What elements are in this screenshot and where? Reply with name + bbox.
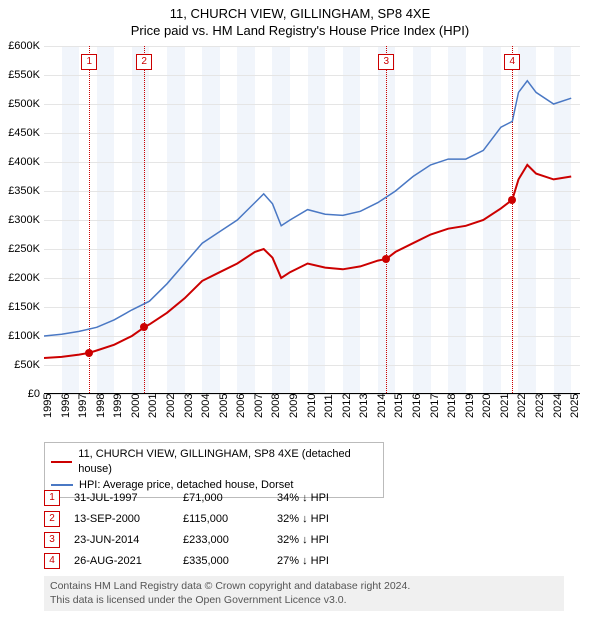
chart-y-tick-label: £300K [0,214,40,226]
chart-x-tick-label: 2007 [253,394,265,418]
attribution-line2: This data is licensed under the Open Gov… [50,594,558,608]
chart-y-tick-label: £150K [0,301,40,313]
sale-event-row-price: £71,000 [183,488,263,509]
chart-x-tick-label: 2016 [411,394,423,418]
chart-x-tick-label: 2018 [446,394,458,418]
sale-event-row: 3 23-JUN-2014 £233,000 32% ↓ HPI [44,530,464,551]
series-line-property [44,165,571,358]
sale-event-row: 1 31-JUL-1997 £71,000 34% ↓ HPI [44,488,464,509]
sale-event-row: 4 26-AUG-2021 £335,000 27% ↓ HPI [44,551,464,572]
chart-x-tick-label: 2014 [376,394,388,418]
chart-x-tick-label: 2009 [288,394,300,418]
legend-label-property: 11, CHURCH VIEW, GILLINGHAM, SP8 4XE (de… [78,447,377,478]
chart-x-tick-label: 2024 [552,394,564,418]
chart-x-tick-label: 2017 [429,394,441,418]
chart-x-tick-label: 2006 [235,394,247,418]
chart-x-tick-label: 1999 [112,394,124,418]
chart-x-tick-label: 2023 [534,394,546,418]
chart-x-tick-label: 1997 [77,394,89,418]
sale-event-row-diff: 34% ↓ HPI [277,488,329,509]
sale-event-row: 2 13-SEP-2000 £115,000 32% ↓ HPI [44,509,464,530]
sale-event-row-badge: 2 [44,511,60,527]
chart-x-tick-label: 2000 [130,394,142,418]
sale-event-row-price: £233,000 [183,530,263,551]
chart-x-tick-label: 2025 [569,394,581,418]
chart-x-tick-label: 1998 [95,394,107,418]
chart-x-tick-label: 2015 [393,394,405,418]
legend-swatch-property [51,461,72,463]
chart-y-tick-label: £550K [0,69,40,81]
chart-x-tick-label: 2004 [200,394,212,418]
sale-event-row-date: 13-SEP-2000 [74,509,169,530]
chart-x-tick-label: 2001 [147,394,159,418]
chart-title-address: 11, CHURCH VIEW, GILLINGHAM, SP8 4XE [0,6,600,23]
sale-event-row-diff: 32% ↓ HPI [277,530,329,551]
sale-event-row-price: £335,000 [183,551,263,572]
chart-x-tick-label: 2003 [183,394,195,418]
chart-x-tick-label: 2019 [464,394,476,418]
sale-event-row-date: 23-JUN-2014 [74,530,169,551]
chart-y-tick-label: £200K [0,272,40,284]
chart-plot-area: £0£50K£100K£150K£200K£250K£300K£350K£400… [44,46,580,394]
chart-x-tick-label: 1995 [42,394,54,418]
chart-y-tick-label: £450K [0,127,40,139]
chart-y-tick-label: £500K [0,98,40,110]
chart-x-tick-label: 2012 [341,394,353,418]
chart-y-tick-label: £600K [0,40,40,52]
chart-y-tick-label: £250K [0,243,40,255]
chart-y-tick-label: £100K [0,330,40,342]
chart-x-tick-label: 2005 [218,394,230,418]
chart-x-tick-label: 2022 [516,394,528,418]
sale-event-row-diff: 32% ↓ HPI [277,509,329,530]
sale-event-row-price: £115,000 [183,509,263,530]
sale-event-row-diff: 27% ↓ HPI [277,551,329,572]
chart-y-tick-label: £0 [0,388,40,400]
chart-title-subtitle: Price paid vs. HM Land Registry's House … [0,23,600,40]
legend-row-property: 11, CHURCH VIEW, GILLINGHAM, SP8 4XE (de… [51,447,377,478]
sale-event-row-badge: 3 [44,532,60,548]
chart-x-tick-label: 2020 [481,394,493,418]
attribution-line1: Contains HM Land Registry data © Crown c… [50,580,558,594]
sale-event-row-badge: 1 [44,490,60,506]
chart-x-tick-label: 2002 [165,394,177,418]
chart-x-tick-label: 2011 [323,394,335,418]
chart-y-tick-label: £350K [0,185,40,197]
chart-x-tick-label: 2010 [306,394,318,418]
chart-y-tick-label: £400K [0,156,40,168]
chart-lines [44,46,580,394]
legend-swatch-hpi [51,484,73,486]
sale-event-row-date: 26-AUG-2021 [74,551,169,572]
chart-y-tick-label: £50K [0,359,40,371]
chart-x-tick-label: 1996 [60,394,72,418]
sale-event-row-date: 31-JUL-1997 [74,488,169,509]
sale-events-table: 1 31-JUL-1997 £71,000 34% ↓ HPI 2 13-SEP-2000… [44,488,464,572]
chart-x-tick-label: 2021 [499,394,511,418]
series-line-hpi [44,81,571,336]
chart-x-tick-label: 2013 [358,394,370,418]
sale-event-row-badge: 4 [44,553,60,569]
attribution-box: Contains HM Land Registry data © Crown c… [44,576,564,611]
chart-x-tick-label: 2008 [270,394,282,418]
chart-x-axis-labels: 1995199619971998199920002001200220032004… [44,398,580,438]
